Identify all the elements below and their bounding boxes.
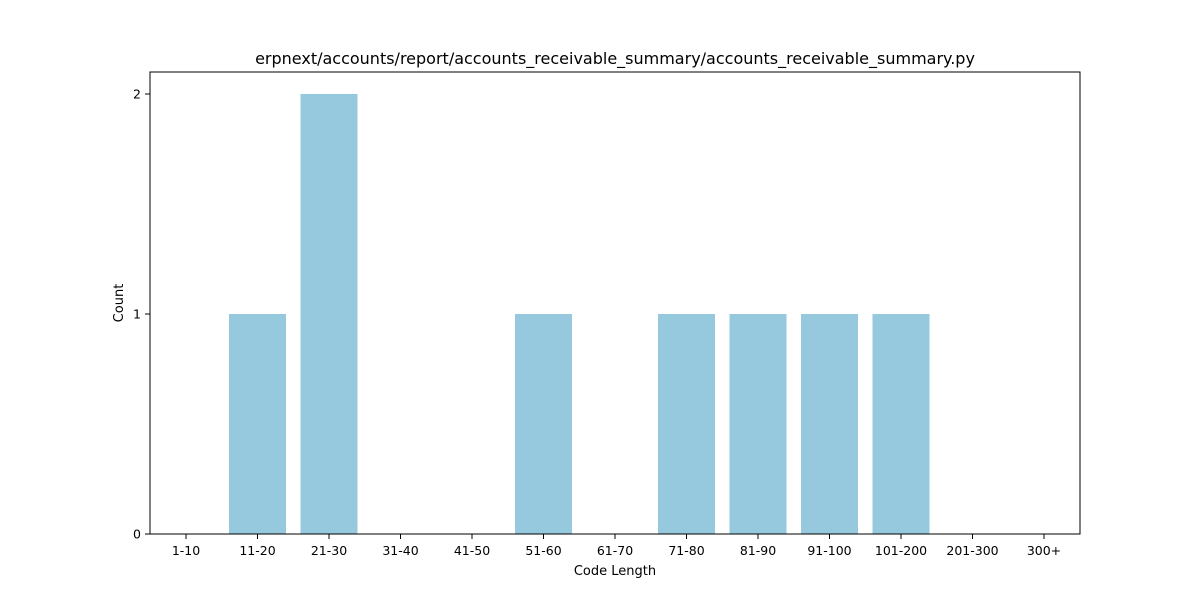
bar-21-30: [300, 94, 358, 534]
x-axis-label: Code Length: [574, 564, 656, 579]
x-tick-label: 300+: [1027, 543, 1061, 558]
bar-71-80: [658, 314, 715, 534]
y-tick-label: 0: [133, 527, 141, 542]
bars-group: [229, 94, 930, 534]
x-tick-label: 71-80: [668, 543, 704, 558]
x-tick-label: 31-40: [382, 543, 418, 558]
y-axis-label: Count: [112, 284, 127, 323]
x-tick-label: 101-200: [875, 543, 927, 558]
chart-title: erpnext/accounts/report/accounts_receiva…: [255, 49, 975, 69]
plot-frame: [149, 71, 1081, 535]
bar-11-20: [229, 314, 286, 534]
bar-51-60: [515, 314, 572, 534]
x-tick-label: 81-90: [740, 543, 776, 558]
x-tick-label: 61-70: [597, 543, 633, 558]
x-tick-label: 51-60: [525, 543, 561, 558]
y-axis-ticks: 0 1 2: [133, 87, 150, 542]
x-tick-label: 11-20: [239, 543, 275, 558]
x-tick-label: 201-300: [946, 543, 998, 558]
x-tick-label: 41-50: [454, 543, 490, 558]
bar-101-200: [872, 314, 930, 534]
x-tick-label: 1-10: [172, 543, 200, 558]
bar-81-90: [729, 314, 787, 534]
y-tick-label: 2: [133, 87, 141, 102]
y-tick-label: 1: [133, 307, 141, 322]
x-tick-label: 91-100: [807, 543, 851, 558]
x-axis-ticks: 1-10 11-20 21-30 31-40 41-50 51-60 61-70 71-80 8…: [172, 534, 1061, 558]
bar-91-100: [801, 314, 858, 534]
x-tick-label: 21-30: [311, 543, 347, 558]
